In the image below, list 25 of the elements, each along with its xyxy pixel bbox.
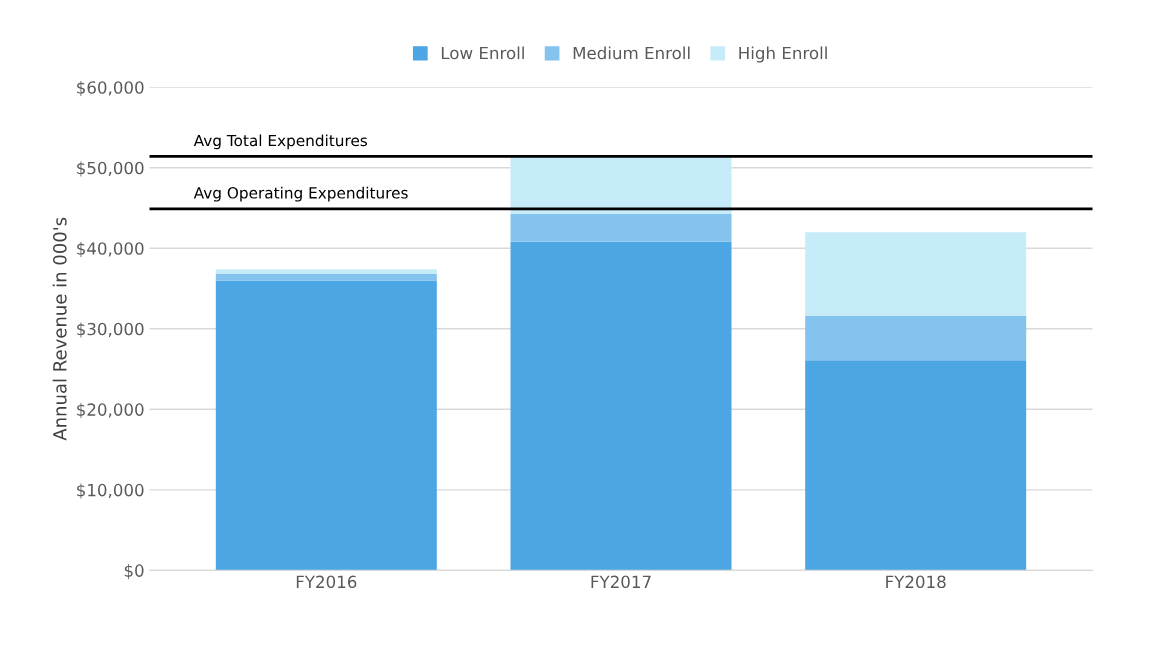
- bar: [215, 274, 437, 281]
- y-tick-label: $0: [124, 564, 144, 580]
- y-tick-label: $40,000: [77, 241, 144, 258]
- legend-label: High Enroll: [739, 46, 827, 63]
- bar: [510, 213, 732, 242]
- bar: [805, 315, 1027, 361]
- bar: [805, 232, 1027, 316]
- y-tick-label: $10,000: [77, 483, 144, 499]
- legend-label: Low Enroll: [441, 46, 524, 60]
- x-tick-label: FY2016: [296, 575, 357, 589]
- bar: [805, 360, 1027, 571]
- y-axis-title: Annual Revenue in 000's: [52, 217, 67, 441]
- bar: [510, 157, 732, 214]
- bar: [215, 269, 437, 275]
- y-tick-label: $30,000: [77, 322, 144, 338]
- bar: [215, 280, 437, 571]
- y-tick-label: $60,000: [77, 80, 144, 97]
- ref-line-label: Avg Total Expenditures: [193, 134, 368, 150]
- legend-label: Medium Enroll: [573, 46, 690, 60]
- bar: [510, 241, 732, 571]
- x-tick-label: FY2017: [591, 575, 651, 589]
- y-tick-label: $50,000: [77, 161, 144, 177]
- y-tick-label: $20,000: [77, 402, 144, 419]
- x-tick-label: FY2018: [886, 575, 946, 589]
- ref-line-label: Avg Operating Expenditures: [193, 186, 408, 202]
